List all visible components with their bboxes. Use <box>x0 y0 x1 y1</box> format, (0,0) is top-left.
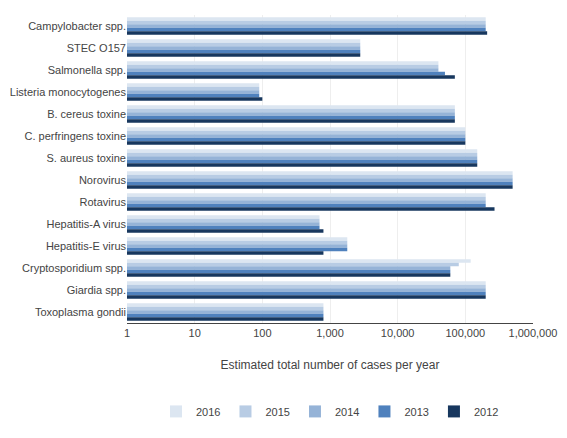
svg-text:10: 10 <box>189 327 201 339</box>
svg-text:100,000: 100,000 <box>445 327 485 339</box>
svg-text:STEC O157: STEC O157 <box>67 42 126 54</box>
svg-text:2012: 2012 <box>474 406 498 418</box>
svg-text:10,000: 10,000 <box>381 327 415 339</box>
svg-text:Estimated total number of case: Estimated total number of cases per year <box>221 358 440 372</box>
svg-text:Listeria monocytogenes: Listeria monocytogenes <box>10 86 127 98</box>
svg-text:Hepatitis-E virus: Hepatitis-E virus <box>46 240 127 252</box>
svg-text:Rotavirus: Rotavirus <box>80 196 127 208</box>
svg-text:1: 1 <box>124 327 130 339</box>
svg-text:Campylobacter spp.: Campylobacter spp. <box>28 20 126 32</box>
svg-text:2013: 2013 <box>404 406 428 418</box>
svg-text:S. aureus toxine: S. aureus toxine <box>47 152 127 164</box>
svg-text:2015: 2015 <box>265 406 289 418</box>
svg-text:Salmonella spp.: Salmonella spp. <box>48 64 126 76</box>
svg-text:Hepatitis-A virus: Hepatitis-A virus <box>47 218 127 230</box>
svg-text:2016: 2016 <box>196 406 220 418</box>
svg-text:C. perfringens toxine: C. perfringens toxine <box>25 130 127 142</box>
svg-text:Cryptosporidium spp.: Cryptosporidium spp. <box>22 262 126 274</box>
svg-text:Giardia spp.: Giardia spp. <box>67 284 126 296</box>
svg-text:Norovirus: Norovirus <box>79 174 127 186</box>
svg-text:Toxoplasma gondii: Toxoplasma gondii <box>35 306 126 318</box>
svg-text:1,000,000: 1,000,000 <box>509 327 558 339</box>
svg-text:1,000: 1,000 <box>316 327 344 339</box>
svg-text:B. cereus toxine: B. cereus toxine <box>47 108 126 120</box>
svg-text:2014: 2014 <box>335 406 359 418</box>
svg-text:100: 100 <box>253 327 271 339</box>
